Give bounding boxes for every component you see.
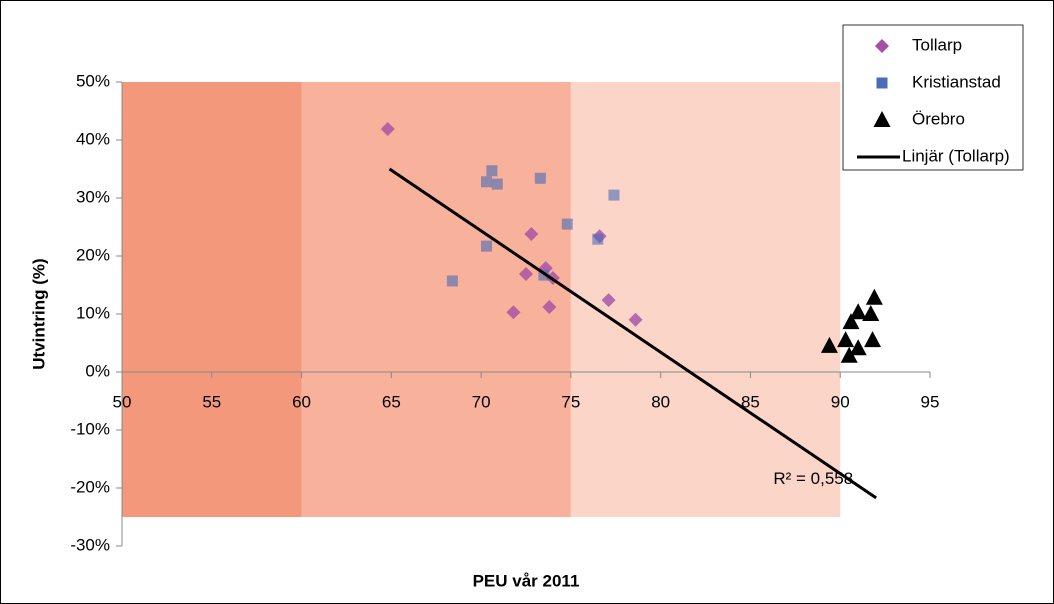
point <box>542 300 557 315</box>
point <box>837 331 855 348</box>
legend-label: Kristianstad <box>912 72 1001 91</box>
point <box>486 165 498 177</box>
legend-marker <box>876 77 888 89</box>
point <box>519 266 533 281</box>
point <box>446 275 458 287</box>
point <box>864 331 882 348</box>
point <box>862 305 880 321</box>
legend-label: Örebro <box>912 109 965 128</box>
point <box>601 293 616 308</box>
point <box>506 305 521 320</box>
x-tick-label: 80 <box>651 392 670 411</box>
legend-label: Tollarp <box>912 35 962 54</box>
y-tick-label: 40% <box>76 129 110 148</box>
point <box>561 218 573 230</box>
point <box>480 176 492 188</box>
y-tick-label: -20% <box>70 477 110 496</box>
x-tick-label: 90 <box>831 392 850 411</box>
x-tick-label: 55 <box>202 392 221 411</box>
point <box>524 226 539 241</box>
legend-marker <box>875 39 889 53</box>
legend-label: Linjär (Tollarp) <box>902 146 1010 165</box>
y-tick-label: -30% <box>70 535 110 554</box>
y-tick-label: -10% <box>70 419 110 438</box>
y-tick-label: 10% <box>76 303 110 322</box>
point <box>849 339 867 356</box>
point <box>849 303 867 320</box>
point <box>628 312 643 327</box>
point <box>608 189 620 201</box>
point <box>865 288 883 305</box>
legend-marker <box>873 111 891 127</box>
y-tick-label: 0% <box>85 361 110 380</box>
x-tick-label: 60 <box>292 392 311 411</box>
x-tick-label: 75 <box>561 392 580 411</box>
y-tick-label: 50% <box>76 71 110 90</box>
y-tick-label: 20% <box>76 245 110 264</box>
y-tick-label: 30% <box>76 187 110 206</box>
point <box>480 240 492 252</box>
x-tick-label: 70 <box>472 392 491 411</box>
x-tick-label: 95 <box>921 392 940 411</box>
point <box>842 313 860 330</box>
x-tick-label: 65 <box>382 392 401 411</box>
point <box>380 121 395 136</box>
annotation: R² = 0,558 <box>773 469 853 488</box>
point <box>840 346 858 363</box>
point <box>534 172 546 184</box>
point <box>592 233 604 245</box>
point <box>820 336 838 353</box>
band <box>122 82 302 517</box>
trend-line <box>388 167 877 500</box>
x-axis-label: PEU vår 2011 <box>473 571 580 590</box>
x-tick-label: 85 <box>741 392 760 411</box>
point <box>491 178 503 190</box>
band <box>301 82 571 517</box>
y-axis-label: Utvintring (%) <box>29 258 48 369</box>
legend <box>842 24 1024 171</box>
x-tick-label: 50 <box>113 392 132 411</box>
